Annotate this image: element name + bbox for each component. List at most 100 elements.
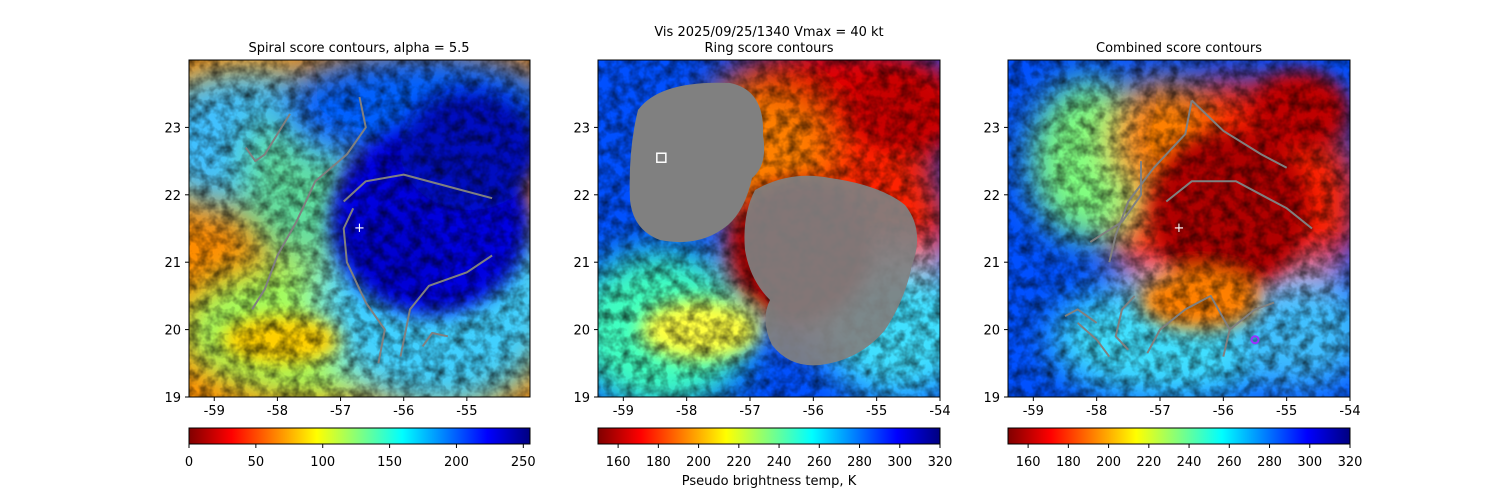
x-tick-label: -59 xyxy=(1023,404,1044,419)
figure-suptitle: Vis 2025/09/25/1340 Vmax = 40 kt xyxy=(654,25,883,40)
score-contour-line xyxy=(399,254,493,357)
score-contour-line xyxy=(421,332,449,347)
spiral-axis-ticks: -59 -58 -57 -56 -55 19 20 21 22 23 xyxy=(164,121,477,419)
x-tick-label: -56 xyxy=(803,404,824,419)
x-tick-label: -56 xyxy=(393,404,414,419)
ring-score-mask xyxy=(629,82,918,366)
score-contour-line xyxy=(1089,161,1142,243)
colorbar-tick-label: 200 xyxy=(686,455,711,470)
colorbar-tick-label: 160 xyxy=(1016,455,1041,470)
y-tick-label: 21 xyxy=(164,256,181,271)
y-tick-label: 19 xyxy=(983,391,1000,406)
combined-center-marker: + xyxy=(1174,221,1185,236)
colorbar-tick-label: 100 xyxy=(310,455,335,470)
x-tick-label: -59 xyxy=(204,404,225,419)
spiral-colorbar xyxy=(188,427,531,445)
colorbar-label: Pseudo brightness temp, K xyxy=(682,474,857,489)
score-contour-line xyxy=(244,113,291,163)
y-tick-label: 23 xyxy=(983,121,1000,136)
combined-panel-title: Combined score contours xyxy=(1096,41,1262,56)
y-tick-label: 23 xyxy=(573,121,590,136)
y-tick-label: 20 xyxy=(983,324,1000,339)
colorbar-tick-label: 300 xyxy=(1297,455,1322,470)
x-tick-label: -57 xyxy=(739,404,760,419)
y-tick-label: 21 xyxy=(573,256,590,271)
x-tick-label: -59 xyxy=(613,404,634,419)
score-contour-line xyxy=(1146,294,1231,354)
score-contour-line xyxy=(1191,99,1288,169)
colorbar-tick-label: 320 xyxy=(928,455,953,470)
x-tick-label: -58 xyxy=(1086,404,1107,419)
ring-center-marker xyxy=(656,152,667,163)
x-tick-label: -57 xyxy=(1149,404,1170,419)
y-tick-label: 19 xyxy=(573,391,590,406)
colorbar-tick-label: 150 xyxy=(377,455,402,470)
colorbar-tick-label: 320 xyxy=(1338,455,1363,470)
score-contour-line xyxy=(251,96,367,310)
x-tick-label: -55 xyxy=(456,404,477,419)
spiral-axes-frame xyxy=(188,59,531,398)
combined-colorbar xyxy=(1007,427,1351,445)
y-tick-label: 20 xyxy=(573,324,590,339)
colorbar-tick-label: 200 xyxy=(444,455,469,470)
score-contour-line xyxy=(1114,295,1136,351)
spiral-contours xyxy=(244,96,493,364)
score-contour-line xyxy=(1077,322,1111,358)
panel-ring: Ring score contours -59 -58 -5 xyxy=(573,41,953,489)
y-tick-label: 22 xyxy=(983,189,1000,204)
colorbar-tick-label: 0 xyxy=(185,455,193,470)
combined-contours xyxy=(1064,99,1313,358)
ring-colorbar-ticks: 160 180 200 220 240 260 280 300 320 xyxy=(606,444,953,470)
x-tick-label: -56 xyxy=(1213,404,1234,419)
x-tick-label: -57 xyxy=(330,404,351,419)
colorbar-tick-label: 220 xyxy=(1136,455,1161,470)
combined-axes-frame xyxy=(1007,59,1351,398)
x-tick-label: -54 xyxy=(1339,404,1360,419)
x-tick-label: -54 xyxy=(929,404,950,419)
y-tick-label: 19 xyxy=(164,391,181,406)
y-tick-label: 20 xyxy=(164,324,181,339)
ring-axes-frame xyxy=(597,59,941,398)
score-contour-line xyxy=(343,173,493,203)
colorbar-tick-label: 240 xyxy=(767,455,792,470)
colorbar-tick-label: 220 xyxy=(726,455,751,470)
y-tick-label: 23 xyxy=(164,121,181,136)
score-contour-line xyxy=(1222,301,1275,357)
y-tick-label: 22 xyxy=(164,189,181,204)
spiral-center-marker: + xyxy=(354,221,365,236)
y-tick-label: 21 xyxy=(983,256,1000,271)
ring-axis-ticks: -59 -58 -57 -56 -55 -54 19 20 21 22 23 xyxy=(573,121,950,419)
colorbar-tick-label: 180 xyxy=(646,455,671,470)
combined-best-marker xyxy=(1250,335,1260,345)
spiral-colorbar-ticks: 0 50 100 150 200 250 xyxy=(185,444,536,470)
spiral-heatmap: + xyxy=(189,60,530,397)
score-contour-line xyxy=(342,207,386,364)
ring-colorbar xyxy=(597,427,941,445)
x-tick-label: -58 xyxy=(267,404,288,419)
colorbar-tick-label: 260 xyxy=(1217,455,1242,470)
spiral-panel-title: Spiral score contours, alpha = 5.5 xyxy=(248,41,469,56)
ring-heatmap xyxy=(598,60,940,397)
score-contour-line xyxy=(1064,308,1098,324)
score-contour-line xyxy=(1165,180,1313,230)
colorbar-tick-label: 240 xyxy=(1177,455,1202,470)
colorbar-tick-label: 160 xyxy=(606,455,631,470)
colorbar-tick-label: 280 xyxy=(1257,455,1282,470)
colorbar-tick-label: 260 xyxy=(807,455,832,470)
ring-panel-title: Ring score contours xyxy=(704,41,833,56)
colorbar-tick-label: 50 xyxy=(248,455,265,470)
panel-combined: Combined score contours + -59 -58 -57 -56 -5… xyxy=(983,41,1363,470)
panel-spiral: Spiral score contours, alpha = 5.5 + -59… xyxy=(164,41,536,470)
colorbar-tick-label: 280 xyxy=(847,455,872,470)
combined-heatmap: + xyxy=(1008,60,1350,397)
colorbar-tick-label: 300 xyxy=(887,455,912,470)
colorbar-tick-label: 250 xyxy=(511,455,536,470)
x-tick-label: -55 xyxy=(1276,404,1297,419)
colorbar-tick-label: 180 xyxy=(1056,455,1081,470)
combined-colorbar-ticks: 160 180 200 220 240 260 280 300 320 xyxy=(1016,444,1363,470)
colorbar-tick-label: 200 xyxy=(1096,455,1121,470)
y-tick-label: 22 xyxy=(573,189,590,204)
x-tick-label: -58 xyxy=(676,404,697,419)
combined-axis-ticks: -59 -58 -57 -56 -55 -54 19 20 21 22 23 xyxy=(983,121,1360,419)
